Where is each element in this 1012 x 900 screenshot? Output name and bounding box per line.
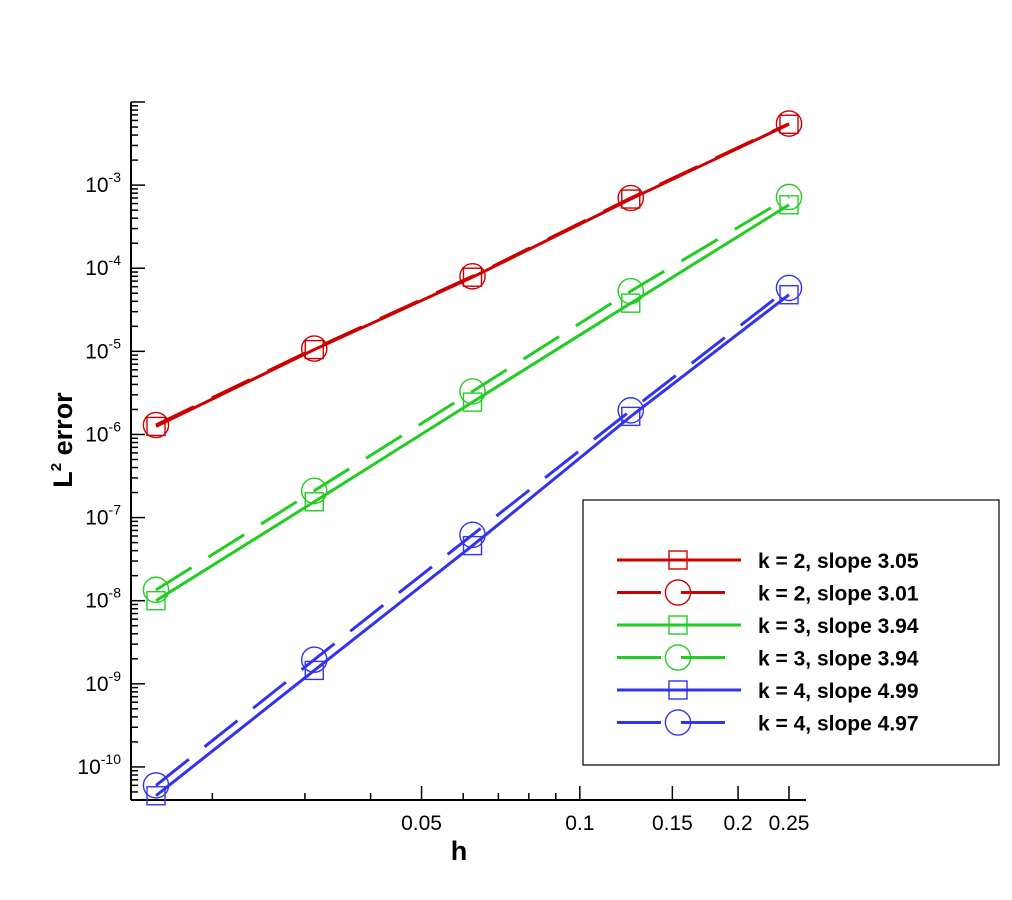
- circle-marker: [617, 184, 645, 212]
- series-line: [155, 203, 790, 602]
- circle-marker: [664, 709, 692, 736]
- circle-marker: [617, 277, 645, 305]
- circle-marker: [775, 110, 803, 137]
- y-axis-title: L2 error: [48, 392, 78, 488]
- series-line: [155, 293, 790, 797]
- circle-marker: [664, 644, 692, 671]
- y-tick-label: 10-8: [85, 585, 121, 613]
- circle-marker: [300, 477, 328, 505]
- circle-marker: [775, 274, 803, 302]
- square-marker: [668, 550, 688, 570]
- legend-label: k = 2, slope 3.05: [758, 550, 919, 573]
- y-tick-label: 10-10: [77, 751, 121, 779]
- circle-marker: [300, 646, 328, 674]
- square-marker: [146, 786, 166, 806]
- legend-entry: k = 4, slope 4.97: [617, 709, 919, 736]
- legend-label: k = 2, slope 3.01: [758, 583, 919, 606]
- square-marker: [668, 615, 688, 635]
- y-axis-title-superscript: 2: [48, 463, 65, 471]
- x-axis-title: h: [451, 836, 468, 866]
- y-tick-label: 10-6: [85, 418, 121, 446]
- legend-label: k = 3, slope 3.94: [758, 648, 919, 671]
- square-marker: [779, 114, 799, 134]
- y-axis-title-rest: error: [48, 392, 78, 463]
- square-marker: [304, 492, 324, 512]
- series-2: [142, 110, 803, 439]
- legend-entry: k = 3, slope 3.94: [617, 644, 919, 671]
- y-tick-label: 10-9: [85, 668, 121, 696]
- y-tick-label: 10-3: [85, 169, 121, 197]
- square-marker: [304, 339, 324, 360]
- series-line: [155, 122, 790, 427]
- series-6: [142, 274, 803, 799]
- x-tick-label: 0.05: [401, 812, 442, 835]
- y-tick-label: 10-5: [85, 335, 121, 363]
- circle-marker: [459, 521, 486, 549]
- legend-entry: k = 2, slope 3.05: [617, 550, 919, 573]
- axes: 10-3 10-4 10-5 10-6 10-7 10-8 10-9 10-10 0.05 0.1…: [77, 101, 810, 835]
- x-tick-label: 0.1: [565, 812, 594, 835]
- circle-marker: [142, 411, 170, 439]
- y-axis-title-base: L: [48, 471, 78, 488]
- x-tick-label: 0.25: [769, 812, 810, 835]
- series-line: [155, 286, 790, 787]
- series-4: [142, 183, 803, 604]
- circle-marker: [142, 772, 170, 799]
- circle-marker: [664, 579, 692, 606]
- circle-marker: [459, 262, 486, 290]
- series-line: [155, 195, 790, 592]
- x-tick-label: 0.2: [723, 812, 752, 835]
- circle-marker: [142, 576, 170, 604]
- legend-box: [582, 499, 1000, 766]
- x-tick-label: 0.15: [652, 812, 693, 835]
- square-marker: [621, 189, 641, 209]
- legend-label: k = 3, slope 3.94: [758, 615, 919, 638]
- circle-marker: [617, 397, 645, 424]
- circle-marker: [775, 183, 803, 211]
- plot-series: [142, 110, 803, 806]
- square-marker: [146, 416, 166, 437]
- legend-entry: k = 4, slope 4.99: [617, 680, 919, 703]
- legend-entry: k = 3, slope 3.94: [617, 615, 919, 638]
- y-tick-label: 10-4: [85, 252, 121, 280]
- legend: k = 2, slope 3.05 k = 2, slope 3.01 k = 3,…: [582, 499, 1000, 766]
- square-marker: [146, 590, 166, 611]
- legend-label: k = 4, slope 4.97: [758, 713, 919, 736]
- y-tick-label: 10-7: [85, 502, 121, 530]
- circle-marker: [300, 335, 328, 362]
- square-marker: [668, 680, 688, 700]
- square-marker: [462, 267, 483, 287]
- legend-label: k = 4, slope 4.99: [758, 680, 919, 703]
- square-marker: [621, 293, 641, 313]
- circle-marker: [459, 378, 486, 405]
- square-marker: [779, 285, 799, 305]
- legend-entry: k = 2, slope 3.01: [617, 579, 919, 606]
